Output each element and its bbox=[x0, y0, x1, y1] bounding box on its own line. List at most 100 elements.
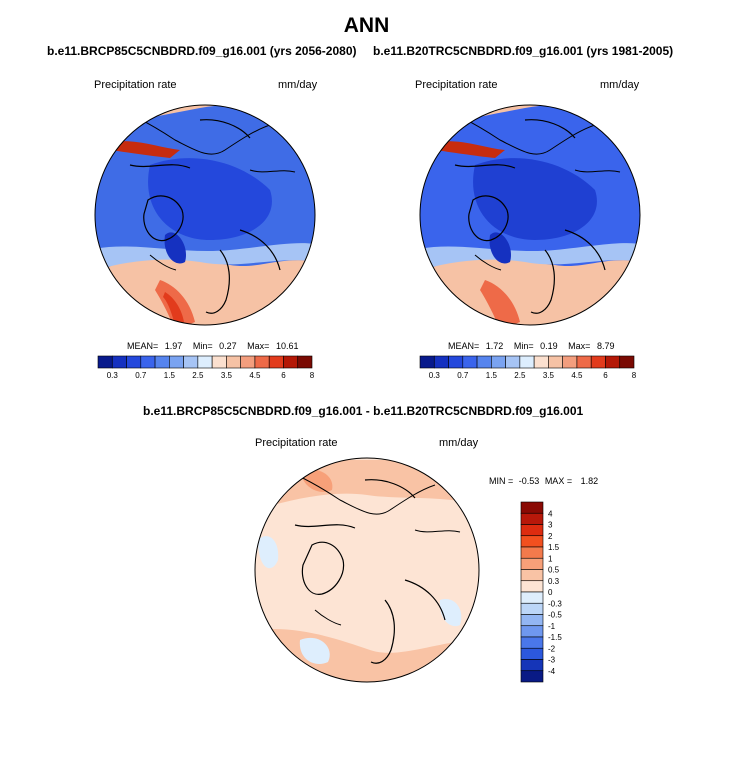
diff-units: mm/day bbox=[439, 437, 479, 449]
cb2-swatch-2 bbox=[448, 355, 464, 369]
cb3-swatch-2 bbox=[520, 524, 544, 537]
cb3-tick-label: -1.5 bbox=[548, 633, 562, 642]
cb1-swatch-3 bbox=[140, 355, 156, 369]
map2-light-band bbox=[420, 243, 640, 272]
cb3-tick-label: 4 bbox=[548, 509, 553, 518]
panel1-max-value: 10.61 bbox=[275, 341, 299, 351]
map3-outline bbox=[254, 457, 480, 683]
map2-central-dry bbox=[473, 158, 597, 240]
cb2-swatch-5 bbox=[491, 355, 506, 369]
diff-min-label: MIN = bbox=[489, 476, 514, 486]
cb1-swatch-2 bbox=[126, 355, 142, 369]
cb1-swatch-10 bbox=[240, 355, 256, 369]
cb2-swatch-9 bbox=[548, 355, 563, 369]
cb3-swatch-9 bbox=[520, 602, 544, 615]
cb3-tick-label: -0.5 bbox=[548, 611, 562, 620]
panel2-max-label: Max= bbox=[568, 341, 591, 351]
page-title: ANN bbox=[343, 14, 390, 37]
cb3-swatch-13 bbox=[520, 647, 544, 660]
cb2-tick-label: 0.3 bbox=[429, 371, 441, 380]
cb3-swatch-15 bbox=[520, 670, 544, 683]
diff-variable: Precipitation rate bbox=[255, 437, 338, 449]
cb1-tick-label: 2.5 bbox=[192, 371, 204, 380]
cb3-swatch-3 bbox=[520, 535, 544, 548]
cb2-swatch-14 bbox=[619, 355, 635, 369]
diff-min-value: -0.53 bbox=[518, 476, 540, 486]
panel1-units: mm/day bbox=[278, 79, 318, 91]
cb1-swatch-5 bbox=[169, 355, 184, 369]
cb2-swatch-7 bbox=[519, 355, 535, 369]
map1-pacific-band bbox=[110, 141, 180, 158]
map2-coast-a bbox=[454, 119, 606, 314]
cb3-swatch-7 bbox=[520, 580, 544, 593]
map1-atlantic-core bbox=[163, 292, 184, 325]
panel2-max-value: 8.79 bbox=[596, 341, 615, 351]
diff-max-label: MAX = bbox=[544, 476, 573, 486]
panel2-min-value: 0.19 bbox=[540, 341, 558, 351]
panel1-min-label: Min= bbox=[192, 341, 213, 351]
map-panel2 bbox=[419, 104, 641, 326]
cb2-tick-label: 2.5 bbox=[514, 371, 526, 380]
map1-central-dry bbox=[148, 158, 272, 240]
cb3-swatch-0 bbox=[520, 501, 544, 514]
cb3-tick-label: 1.5 bbox=[548, 543, 560, 552]
cb1-tick-label: 1.5 bbox=[164, 371, 176, 380]
map2-baffin-dry bbox=[489, 232, 511, 264]
cb2-swatch-10 bbox=[562, 355, 578, 369]
panel1-case-title: b.e11.BRCP85C5CNBDRD.f09_g16.001 (yrs 20… bbox=[47, 44, 357, 58]
map1-atlantic-wet bbox=[95, 256, 315, 325]
cb1-tick-label: 6 bbox=[281, 371, 286, 380]
cb3-tick-label: -2 bbox=[548, 644, 556, 653]
cb3-swatch-14 bbox=[520, 659, 544, 672]
cb3-tick-label: 3 bbox=[548, 521, 553, 530]
cb3-tick-label: -0.3 bbox=[548, 599, 562, 608]
map-panel1-fields bbox=[95, 105, 315, 325]
diff-case-title: b.e11.BRCP85C5CNBDRD.f09_g16.001 - b.e11… bbox=[143, 404, 584, 418]
cb1-tick-label: 4.5 bbox=[249, 371, 261, 380]
diff-stats: MIN = -0.53 MAX = 1.82 bbox=[489, 476, 598, 486]
cb3-tick-label: 2 bbox=[548, 532, 553, 541]
map3-coast-a bbox=[294, 479, 446, 664]
cb1-swatch-1 bbox=[111, 355, 127, 369]
cb2-tick-label: 8 bbox=[632, 371, 637, 380]
colorbar-panel2: 0.3 0.7 1.5 2.5 3.5 4.5 6 8 bbox=[419, 355, 637, 380]
map-diff-fields bbox=[255, 458, 479, 682]
cb3-swatch-5 bbox=[520, 557, 544, 570]
cb1-tick-label: 8 bbox=[310, 371, 315, 380]
cb1-swatch-4 bbox=[154, 355, 170, 369]
panel2-stats: MEAN= 1.72 Min= 0.19 Max= 8.79 bbox=[448, 341, 614, 351]
cb1-swatch-8 bbox=[211, 355, 227, 369]
panel2-mean-value: 1.72 bbox=[485, 341, 504, 351]
panel1-variable: Precipitation rate bbox=[94, 79, 177, 91]
panel2-variable: Precipitation rate bbox=[415, 79, 498, 91]
map2-coast-b bbox=[444, 109, 621, 271]
cb3-tick-label: 0 bbox=[548, 588, 553, 597]
map-panel2-fields bbox=[420, 105, 640, 325]
panel2-min-label: Min= bbox=[513, 341, 534, 351]
map1-outline bbox=[94, 104, 316, 326]
panel1-mean-value: 1.97 bbox=[164, 341, 183, 351]
cb1-swatch-13 bbox=[283, 355, 299, 369]
diff-max-value: 1.82 bbox=[580, 476, 599, 486]
cb3-swatch-10 bbox=[520, 614, 544, 627]
map1-light-band bbox=[95, 243, 315, 272]
cb3-tick-label: 0.5 bbox=[548, 566, 560, 575]
cb2-swatch-11 bbox=[576, 355, 592, 369]
map-panel1 bbox=[94, 104, 316, 326]
map3-neg-b bbox=[299, 637, 330, 664]
map-diff bbox=[254, 457, 480, 683]
cb3-tick-label: 1 bbox=[548, 554, 553, 563]
cb3-swatch-12 bbox=[520, 636, 544, 649]
map1-baffin-dry bbox=[164, 232, 186, 264]
cb1-tick-label: 3.5 bbox=[221, 371, 233, 380]
cb1-swatch-12 bbox=[268, 355, 284, 369]
colorbar-diff: 4 3 2 1.5 1 0.5 0.3 0 -0.3 -0.5 -1 -1.5 -2 -3 -4 bbox=[520, 501, 562, 683]
cb2-swatch-1 bbox=[433, 355, 449, 369]
map2-outline bbox=[419, 104, 641, 326]
cb3-swatch-11 bbox=[520, 625, 544, 638]
panel1-mean-label: MEAN= bbox=[127, 341, 159, 351]
map1-coast-b bbox=[119, 109, 296, 271]
cb3-swatch-8 bbox=[520, 591, 544, 604]
cb3-tick-label: -1 bbox=[548, 622, 556, 631]
